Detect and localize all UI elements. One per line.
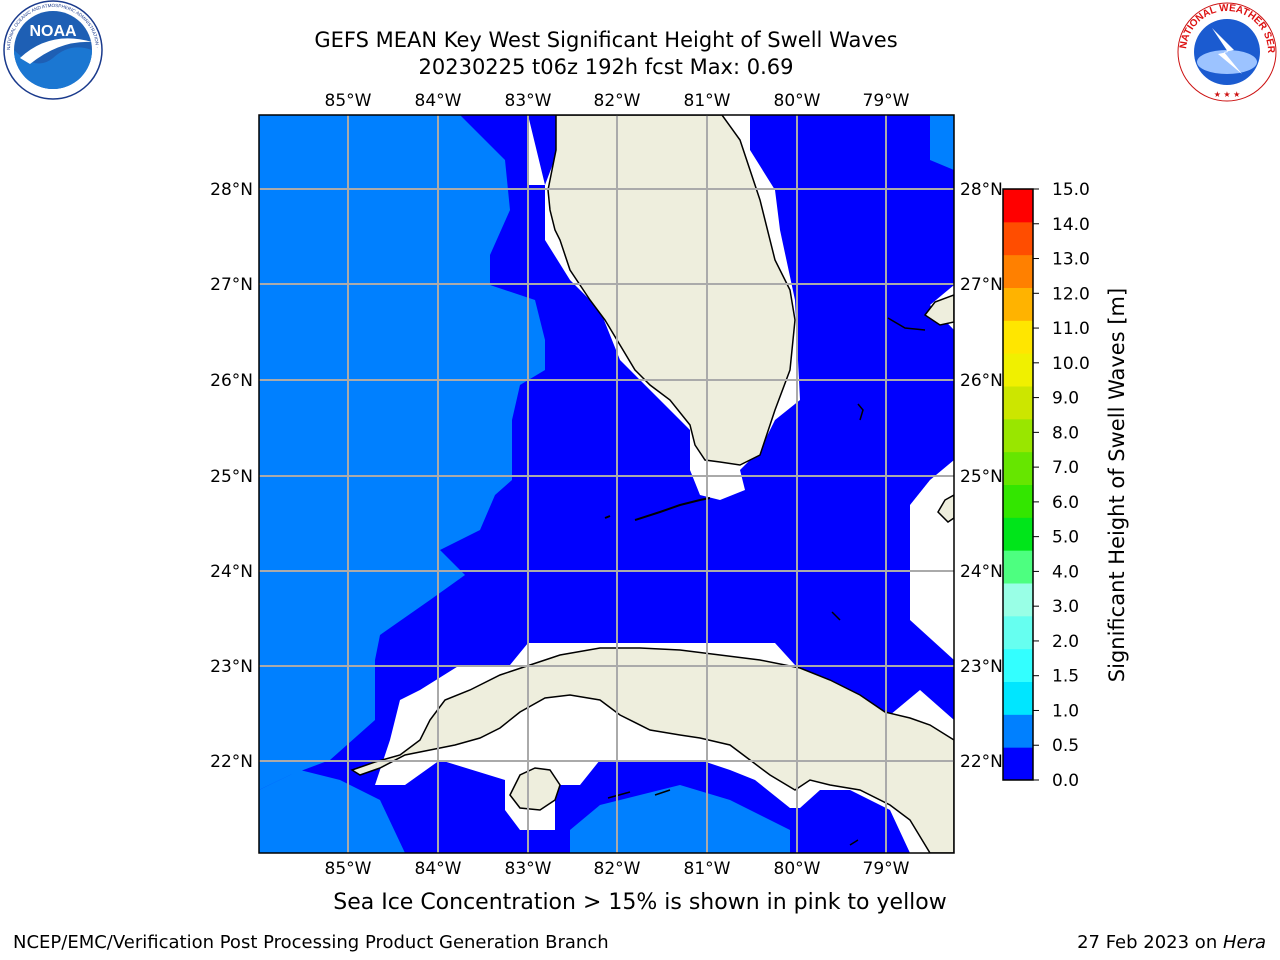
map-title: GEFS MEAN Key West Significant Height of… (314, 28, 898, 52)
lat-label: 22°N (960, 752, 1003, 772)
colorbar-segment (1003, 747, 1033, 781)
footer-branch: NCEP/EMC/Verification Post Processing Pr… (13, 932, 609, 953)
colorbar-segment (1003, 648, 1033, 682)
colorbar-segment (1003, 714, 1033, 748)
colorbar-segment (1003, 451, 1033, 485)
lat-label: 26°N (210, 371, 253, 391)
lat-label: 26°N (960, 371, 1003, 391)
colorbar-tick-label: 12.0 (1052, 284, 1090, 304)
lat-label: 24°N (210, 562, 253, 582)
lon-label: 81°W (684, 91, 731, 111)
lat-label: 28°N (960, 180, 1003, 200)
land-florida (547, 115, 796, 466)
colorbar-tick-label: 0.5 (1052, 736, 1079, 756)
colorbar-tick-label: 8.0 (1052, 423, 1079, 443)
colorbar-tick-label: 6.0 (1052, 493, 1079, 513)
colorbar-frame (1002, 188, 1034, 781)
lat-label: 24°N (960, 562, 1003, 582)
lat-label: 23°N (210, 657, 253, 677)
colorbar-segment (1003, 418, 1033, 453)
colorbar-tick-label: 15.0 (1052, 180, 1090, 200)
colorbar-segment (1003, 221, 1033, 256)
colorbar-segment (1003, 484, 1033, 518)
map-gridlines (259, 115, 954, 853)
map-frame (258, 114, 955, 854)
land-isle-of-youth (509, 767, 561, 811)
colorbar-tick-label: 11.0 (1052, 319, 1090, 339)
noaa-logo: NOAA NATIONAL OCEANIC AND ATMOSPHERIC AD… (0, 0, 103, 100)
land-andros (937, 494, 954, 523)
lon-label: 82°W (594, 91, 641, 111)
nws-logo: NATIONAL WEATHER SERVICE ★ ★ ★ (1172, 0, 1277, 102)
colorbar-segment (1003, 550, 1033, 584)
lat-label: 25°N (960, 467, 1003, 487)
land-bahamas (923, 294, 954, 326)
colorbar-label: Significant Height of Swell Waves [m] (1105, 288, 1129, 682)
colorbar-tick-label: 4.0 (1052, 562, 1079, 582)
lon-label: 83°W (505, 91, 552, 111)
colorbar-tick-label: 3.0 (1052, 597, 1079, 617)
colorbar-tick-label: 10.0 (1052, 354, 1090, 374)
colorbar: 15.0 14.0 13.0 12.0 11.0 10.0 9.0 8.0 7.0 6.0 5.0 4… (1002, 180, 1090, 791)
lat-label: 23°N (960, 657, 1003, 677)
colorbar-segment (1003, 254, 1033, 288)
colorbar-tick-label: 13.0 (1052, 250, 1090, 270)
swell-region-0-5m-southwest (259, 770, 405, 853)
lon-label: 79°W (863, 91, 910, 111)
colorbar-tick-label: 14.0 (1052, 215, 1090, 235)
colorbar-tick-label: 9.0 (1052, 389, 1079, 409)
lon-label: 81°W (684, 859, 731, 879)
lon-label: 79°W (863, 859, 910, 879)
colorbar-tick-label: 1.5 (1052, 667, 1079, 687)
colorbar-tick-label: 0.0 (1052, 771, 1079, 791)
lat-labels-right: 28°N 27°N 26°N 25°N 24°N 23°N 22°N (960, 180, 1003, 772)
lon-label: 84°W (415, 859, 462, 879)
colorbar-segment (1003, 353, 1033, 387)
colorbar-segment (1003, 189, 1033, 223)
lon-label: 83°W (505, 859, 552, 879)
swell-region-0-5m-south (570, 785, 790, 853)
lon-label: 85°W (325, 859, 372, 879)
lon-label: 80°W (774, 859, 821, 879)
swell-region-0-5m-ne (930, 115, 954, 170)
colorbar-tick-label: 1.0 (1052, 701, 1079, 721)
sea-ice-caption: Sea Ice Concentration > 15% is shown in … (333, 890, 947, 915)
footer-date-text: 27 Feb 2023 on (1077, 932, 1223, 953)
lon-labels-bottom: 85°W 84°W 83°W 82°W 81°W 80°W 79°W (325, 859, 910, 879)
colorbar-segment (1003, 583, 1033, 617)
lat-labels-left: 28°N 27°N 26°N 25°N 24°N 23°N 22°N (210, 180, 253, 772)
lon-labels-top: 85°W 84°W 83°W 82°W 81°W 80°W 79°W (325, 91, 910, 111)
colorbar-segment (1003, 615, 1033, 650)
lat-label: 27°N (210, 275, 253, 295)
lat-label: 27°N (960, 275, 1003, 295)
lon-label: 82°W (594, 859, 641, 879)
lat-label: 22°N (210, 752, 253, 772)
footer-host: Hera (1222, 932, 1266, 953)
footer-date: 27 Feb 2023 on Hera (1077, 932, 1266, 953)
mask-florida-keys (690, 470, 745, 500)
colorbar-segment (1003, 681, 1033, 715)
lon-label: 85°W (325, 91, 372, 111)
noaa-logo-text: NOAA (29, 23, 77, 40)
lat-label: 28°N (210, 180, 253, 200)
lon-label: 80°W (774, 91, 821, 111)
colorbar-tick-label: 5.0 (1052, 528, 1079, 548)
map-area (259, 115, 954, 853)
map-subtitle: 20230225 t06z 192h fcst Max: 0.69 (418, 55, 794, 79)
land-cays (607, 317, 926, 846)
colorbar-segment (1003, 517, 1033, 551)
colorbar-segment (1003, 386, 1033, 420)
svg-text:★ ★ ★: ★ ★ ★ (1214, 90, 1241, 99)
colorbar-segment (1003, 320, 1033, 354)
colorbar-tick-label: 2.0 (1052, 632, 1079, 652)
lat-label: 25°N (210, 467, 253, 487)
colorbar-segment (1003, 287, 1033, 321)
land-florida-keys (604, 497, 711, 521)
colorbar-tick-label: 7.0 (1052, 458, 1079, 478)
lon-label: 84°W (415, 91, 462, 111)
